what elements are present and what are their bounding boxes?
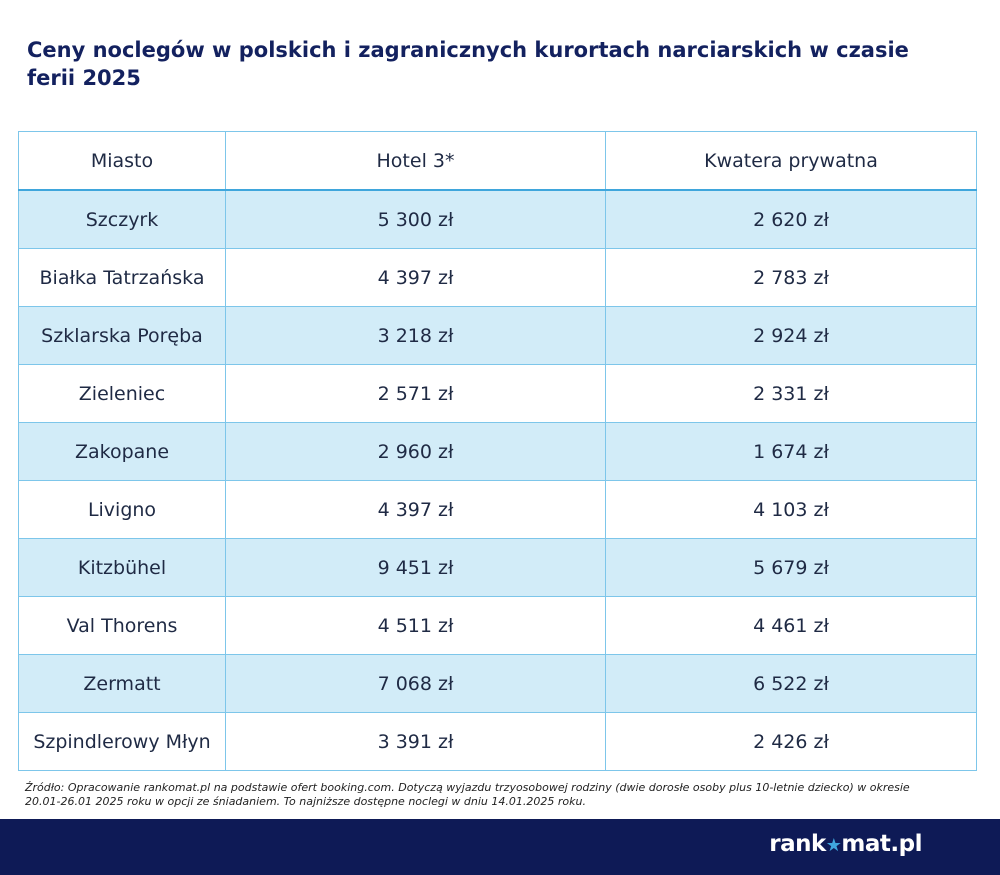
cell-private-price: 1 674 zł (605, 422, 977, 481)
table-row: Livigno 4 397 zł 4 103 zł (18, 480, 977, 539)
cell-private-price: 2 924 zł (605, 306, 977, 365)
table-row: Val Thorens 4 511 zł 4 461 zł (18, 596, 977, 655)
cell-city: Livigno (18, 480, 226, 539)
cell-city: Białka Tatrzańska (18, 248, 226, 307)
cell-hotel-price: 3 391 zł (225, 712, 606, 771)
cell-city: Zermatt (18, 654, 226, 713)
column-header-hotel: Hotel 3* (225, 131, 606, 191)
cell-private-price: 5 679 zł (605, 538, 977, 597)
table-row: Białka Tatrzańska 4 397 zł 2 783 zł (18, 248, 977, 307)
cell-hotel-price: 9 451 zł (225, 538, 606, 597)
cell-city: Zieleniec (18, 364, 226, 423)
cell-city: Szczyrk (18, 189, 226, 249)
cell-private-price: 4 461 zł (605, 596, 977, 655)
table-row: Szklarska Poręba 3 218 zł 2 924 zł (18, 306, 977, 365)
table-body: Szczyrk 5 300 zł 2 620 zł Białka Tatrzańska… (18, 189, 977, 771)
cell-hotel-price: 5 300 zł (225, 189, 606, 249)
cell-city: Zakopane (18, 422, 226, 481)
cell-city: Kitzbühel (18, 538, 226, 597)
table-row: Kitzbühel 9 451 zł 5 679 zł (18, 538, 977, 597)
price-table: Miasto Hotel 3* Kwatera prywatna Szczyrk… (18, 131, 977, 771)
footer-bar: rank★mat.pl (0, 819, 1000, 875)
cell-private-price: 4 103 zł (605, 480, 977, 539)
column-header-private: Kwatera prywatna (605, 131, 977, 191)
cell-city: Szpindlerowy Młyn (18, 712, 226, 771)
cell-hotel-price: 2 571 zł (225, 364, 606, 423)
table-row: Szczyrk 5 300 zł 2 620 zł (18, 189, 977, 249)
table-row: Zieleniec 2 571 zł 2 331 zł (18, 364, 977, 423)
cell-hotel-price: 3 218 zł (225, 306, 606, 365)
cell-hotel-price: 2 960 zł (225, 422, 606, 481)
chart-title: Ceny noclegów w polskich i zagranicznych… (27, 38, 909, 90)
table-header-row: Miasto Hotel 3* Kwatera prywatna (18, 131, 977, 191)
cell-hotel-price: 4 397 zł (225, 248, 606, 307)
cell-private-price: 2 620 zł (605, 189, 977, 249)
cell-private-price: 2 783 zł (605, 248, 977, 307)
cell-private-price: 2 426 zł (605, 712, 977, 771)
table-row: Zakopane 2 960 zł 1 674 zł (18, 422, 977, 481)
column-header-city: Miasto (18, 131, 226, 191)
table-row: Szpindlerowy Młyn 3 391 zł 2 426 zł (18, 712, 977, 771)
cell-private-price: 6 522 zł (605, 654, 977, 713)
table-row: Zermatt 7 068 zł 6 522 zł (18, 654, 977, 713)
rankomat-logo: rank★mat.pl (769, 831, 922, 857)
cell-hotel-price: 4 511 zł (225, 596, 606, 655)
source-note: Źródło: Opracowanie rankomat.pl na podst… (25, 781, 910, 808)
cell-city: Szklarska Poręba (18, 306, 226, 365)
cell-hotel-price: 7 068 zł (225, 654, 606, 713)
cell-city: Val Thorens (18, 596, 226, 655)
cell-hotel-price: 4 397 zł (225, 480, 606, 539)
star-icon: ★ (825, 835, 842, 856)
cell-private-price: 2 331 zł (605, 364, 977, 423)
